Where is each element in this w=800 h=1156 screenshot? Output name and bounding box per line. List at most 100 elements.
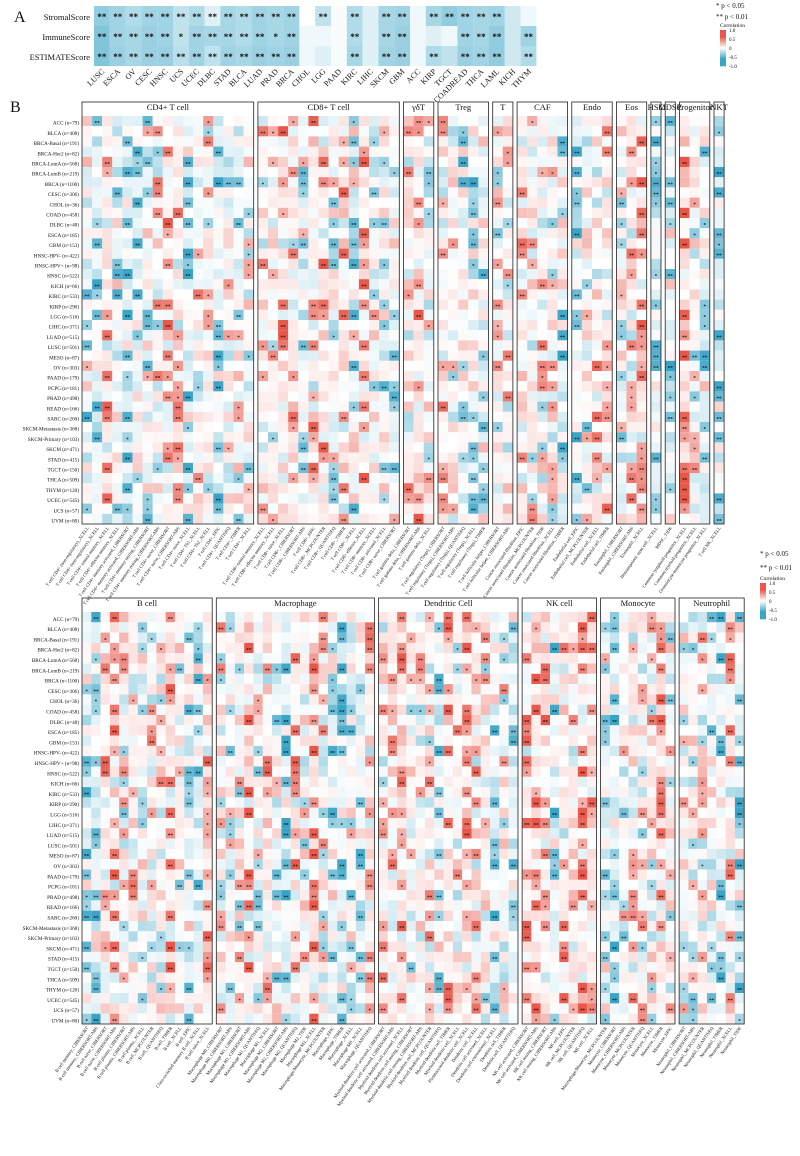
group-frame [257, 101, 400, 525]
heatmap-cell [109, 776, 120, 788]
heatmap-cell [281, 838, 291, 849]
heatmap-cell [318, 1013, 328, 1024]
heatmap-cell [527, 289, 538, 300]
significance-mark: * [655, 508, 658, 514]
heatmap-cell [438, 197, 449, 208]
heatmap-cell [403, 411, 414, 422]
heatmap-cell [478, 350, 489, 361]
significance-mark: ** [330, 709, 336, 715]
significance-mark: * [640, 345, 643, 351]
heatmap-cell [346, 797, 356, 808]
heatmap-cell [165, 941, 175, 952]
heatmap-cell [119, 951, 129, 963]
heatmap-cell [348, 493, 359, 504]
heatmap-cell [571, 350, 582, 361]
heatmap-cell [517, 248, 528, 259]
heatmap-cell [348, 473, 359, 484]
heatmap-cell [300, 694, 310, 705]
heatmap-cell [328, 371, 339, 382]
heatmap-cell [100, 859, 110, 870]
heatmap-cell [183, 146, 194, 157]
heatmap-cell [165, 632, 175, 643]
significance-mark: ** [367, 874, 373, 880]
heatmap-cell [122, 167, 133, 178]
heatmap-cell [204, 6, 221, 26]
heatmap-cell [318, 350, 329, 361]
heatmap-cell [448, 289, 459, 300]
row-label: SKCM-Primary (n=103) [28, 935, 79, 942]
heatmap-cell [183, 483, 194, 494]
heatmap-cell [213, 360, 224, 371]
heatmap-cell [410, 46, 426, 66]
significance-mark: ** [84, 761, 90, 767]
significance-mark: * [177, 457, 180, 463]
significance-mark: * [207, 121, 210, 127]
heatmap-cell [272, 673, 282, 685]
heatmap-cell [290, 890, 300, 901]
heatmap-cell [413, 483, 424, 494]
heatmap-cell [183, 401, 194, 412]
heatmap-cell [626, 493, 637, 504]
heatmap-cell [369, 289, 380, 300]
heatmap-cell [82, 612, 92, 623]
significance-mark: * [363, 427, 366, 433]
heatmap-cell [233, 146, 244, 157]
heatmap-cell [281, 951, 291, 963]
significance-mark: * [257, 699, 260, 705]
significance-mark: ** [716, 192, 722, 198]
row-label: PCPG (n=181) [48, 884, 79, 891]
significance-mark: ** [155, 304, 161, 310]
heatmap-cell [109, 673, 120, 685]
heatmap-cell [184, 612, 194, 623]
heatmap-cell [355, 941, 366, 952]
significance-mark: * [220, 802, 223, 808]
significance-mark: ** [574, 325, 580, 331]
heatmap-cell [243, 411, 254, 422]
heatmap-cell [389, 350, 400, 361]
heatmap-cell [128, 931, 138, 942]
heatmap-cell [243, 177, 254, 188]
significance-mark: ** [331, 263, 337, 269]
heatmap-cell [378, 838, 388, 849]
heatmap-cell [458, 207, 469, 218]
heatmap-cell [257, 177, 268, 188]
heatmap-cell [547, 513, 558, 524]
heatmap-cell [268, 483, 279, 494]
heatmap-cell [82, 350, 93, 361]
heatmap-cell [184, 879, 194, 891]
heatmap-cell [91, 838, 101, 849]
heatmap-cell [272, 632, 282, 643]
significance-mark: ** [281, 345, 287, 351]
heatmap-cell [262, 962, 273, 973]
heatmap-cell [193, 766, 203, 777]
heatmap-cell [369, 483, 380, 494]
heatmap-cell [338, 116, 349, 127]
heatmap-cell [537, 167, 548, 178]
heatmap-cell [119, 1013, 129, 1024]
heatmap-cell [547, 432, 558, 443]
heatmap-cell [253, 879, 263, 891]
heatmap-cell [142, 187, 153, 198]
heatmap-cell [278, 167, 289, 178]
heatmap-cell [679, 473, 690, 484]
heatmap-cell [193, 320, 204, 331]
heatmap-cell [689, 238, 700, 249]
heatmap-cell [328, 177, 339, 188]
heatmap-cell [689, 320, 700, 331]
heatmap-cell [213, 442, 224, 453]
significance-mark: * [247, 263, 250, 269]
heatmap-cell [109, 972, 120, 983]
heatmap-cell [557, 320, 568, 331]
significance-mark: ** [540, 386, 546, 392]
heatmap-cell [128, 725, 138, 736]
heatmap-cell [489, 6, 505, 26]
heatmap-cell [223, 401, 234, 412]
significance-mark: ** [311, 121, 317, 127]
heatmap-cell [378, 879, 388, 891]
heatmap-cell [346, 931, 356, 942]
significance-mark: ** [175, 212, 181, 218]
heatmap-cell [202, 859, 213, 870]
heatmap-cell [448, 320, 459, 331]
heatmap-cell [233, 136, 244, 147]
heatmap-cell [458, 442, 469, 453]
